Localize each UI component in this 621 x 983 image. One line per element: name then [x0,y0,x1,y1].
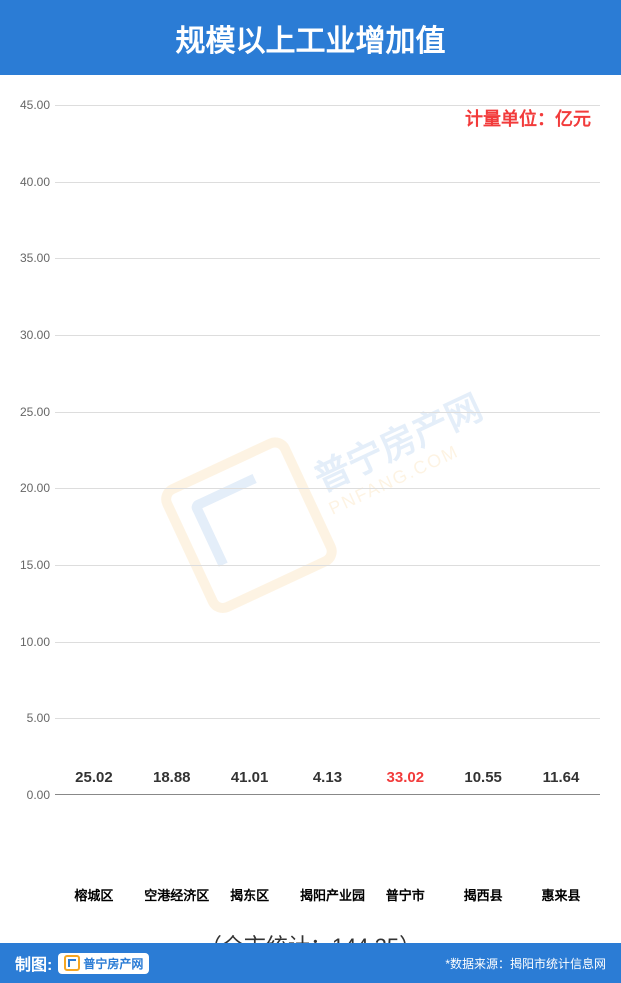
x-axis-label: 揭阳产业园 [300,885,355,904]
y-tick-label: 40.00 [20,175,50,189]
bars-container: 25.02 18.88 41.01 4.13 33.02 10.55 11.64 [55,105,600,795]
gridline [55,105,600,106]
chart-area: 计量单位：亿元 普宁房产网 PNFANG.COM 0.005.0010.0015… [0,75,621,875]
gridline [55,565,600,566]
bar-value-label: 33.02 [387,769,425,786]
bottom-bar: 制图: 普宁房产网 *数据来源：揭阳市统计信息网 [0,943,621,983]
y-tick-label: 25.00 [20,405,50,419]
x-axis-label: 普宁市 [378,885,433,904]
x-axis-labels: 榕城区 空港经济区 揭东区 揭阳产业园 普宁市 揭西县 惠来县 [55,885,600,904]
data-source: *数据来源：揭阳市统计信息网 [445,955,606,972]
maker-brand: 普宁房产网 [83,955,143,972]
gridline [55,718,600,719]
maker-prefix: 制图: [15,951,52,975]
gridline [55,258,600,259]
bar-value-label: 10.55 [464,769,502,786]
y-tick-label: 10.00 [20,635,50,649]
x-axis-label: 空港经济区 [144,885,199,904]
bar-value-label: 41.01 [231,769,269,786]
y-tick-label: 30.00 [20,328,50,342]
gridline [55,642,600,643]
maker-logo: 普宁房产网 [58,953,149,974]
x-axis-label: 揭西县 [456,885,511,904]
logo-icon [64,955,80,971]
y-tick-label: 15.00 [20,558,50,572]
y-tick-label: 0.00 [27,788,50,802]
x-axis-label: 惠来县 [533,885,588,904]
maker-credit: 制图: 普宁房产网 [15,951,149,975]
y-tick-label: 20.00 [20,481,50,495]
bar-value-label: 18.88 [153,769,191,786]
y-axis: 0.005.0010.0015.0020.0025.0030.0035.0040… [10,105,55,795]
chart-title: 规模以上工业增加值 [176,16,446,60]
y-tick-label: 5.00 [27,711,50,725]
gridline [55,488,600,489]
plot-region: 0.005.0010.0015.0020.0025.0030.0035.0040… [55,105,600,795]
gridline [55,182,600,183]
title-bar: 规模以上工业增加值 [0,0,621,75]
x-axis-label: 揭东区 [222,885,277,904]
bar-value-label: 25.02 [75,769,113,786]
bar-value-label: 11.64 [543,769,580,786]
bar-value-label: 4.13 [313,769,342,786]
y-tick-label: 35.00 [20,251,50,265]
x-axis-label: 榕城区 [66,885,121,904]
gridline [55,412,600,413]
gridline [55,335,600,336]
y-tick-label: 45.00 [20,98,50,112]
